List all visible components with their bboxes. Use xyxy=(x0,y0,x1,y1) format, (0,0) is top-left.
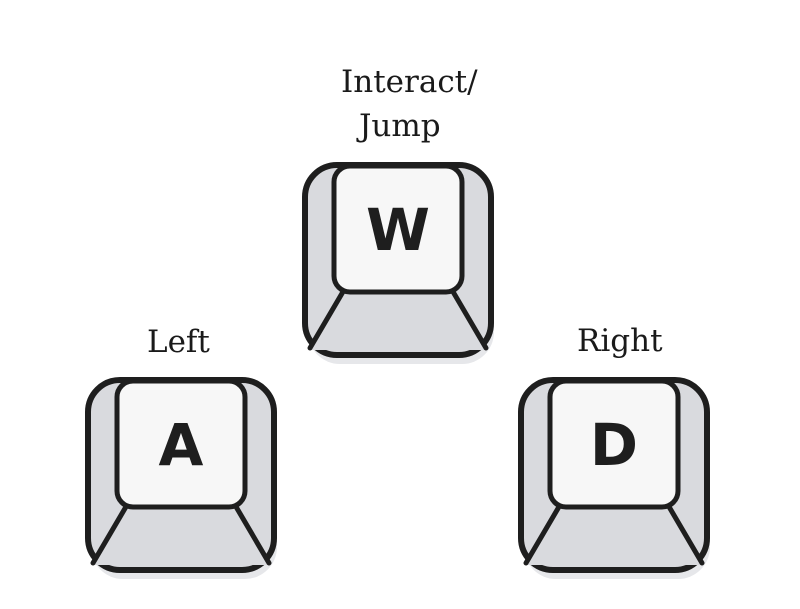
key-d-letter: D xyxy=(590,411,638,479)
key-a-label: Left xyxy=(147,324,210,360)
key-bevel-edge xyxy=(523,502,563,566)
key-bevel-edge xyxy=(90,502,130,566)
key-top-face xyxy=(114,378,248,510)
key-d-label: Right xyxy=(577,323,663,359)
key-bevel-edge xyxy=(665,502,705,566)
key-w: W xyxy=(302,162,494,364)
key-bottom-bevel xyxy=(308,290,488,350)
key-w-letter: W xyxy=(366,196,430,264)
key-bevel-edge xyxy=(449,287,489,351)
key-a-letter: A xyxy=(159,411,204,479)
key-bottom-bevel xyxy=(524,505,704,565)
key-bottom-bevel xyxy=(91,505,271,565)
key-w-label-line-1: Interact/ xyxy=(341,64,478,100)
key-top-face xyxy=(331,163,465,295)
key-d: D xyxy=(518,377,710,579)
key-bevel-edge xyxy=(232,502,272,566)
key-bevel-edge xyxy=(307,287,347,351)
key-top-face xyxy=(547,378,681,510)
key-w-label-line-2: Jump xyxy=(359,108,441,144)
key-a: A xyxy=(85,377,277,579)
